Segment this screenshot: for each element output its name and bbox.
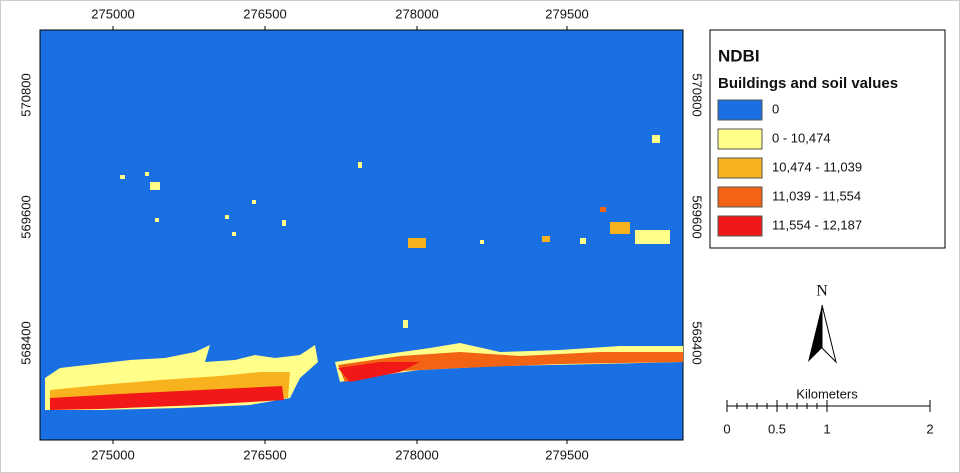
x-tick-top: 276500: [243, 6, 286, 21]
legend-swatch: [717, 128, 763, 150]
x-tick-top: 278000: [395, 6, 438, 21]
y-tick-right: 570800: [690, 73, 705, 116]
y-tick-left: 568400: [18, 321, 33, 364]
legend-title: NDBI: [718, 46, 760, 65]
north-label: N: [816, 283, 828, 300]
x-tick-bottom: 275000: [91, 447, 134, 462]
y-tick-right: 569600: [690, 195, 705, 238]
scale-bar: Kilometers 0 0.5 1 2: [723, 386, 933, 436]
coast-high: [50, 386, 284, 410]
scale-label: 0.5: [768, 421, 786, 436]
x-tick-bottom: 279500: [545, 447, 588, 462]
x-tick-bottom: 278000: [395, 447, 438, 462]
x-tick-bottom: 276500: [243, 447, 286, 462]
patches: [120, 135, 670, 328]
coast-east-high: [338, 362, 420, 382]
y-tick-right: 568400: [690, 321, 705, 364]
legend-label: 11,039 - 11,554: [772, 188, 861, 203]
legend: NDBI Buildings and soil values 0 0 - 10,4…: [709, 29, 946, 249]
legend-subtitle: Buildings and soil values: [718, 75, 898, 92]
legend-label: 10,474 - 11,039: [772, 159, 862, 174]
y-tick-left: 569600: [18, 195, 33, 238]
scale-label: 1: [823, 421, 830, 436]
legend-items: 0 0 - 10,474 10,474 - 11,039 11,039 - 11,55…: [717, 99, 862, 237]
x-tick-top: 275000: [91, 6, 134, 21]
arrow-left: [808, 305, 822, 362]
scale-label: 2: [926, 421, 933, 436]
y-tick-left: 570800: [18, 73, 33, 116]
legend-label: 11,554 - 12,187: [772, 217, 862, 232]
legend-swatch: [717, 157, 763, 179]
x-tick-top: 279500: [545, 6, 588, 21]
legend-swatch: [717, 99, 763, 121]
legend-label: 0 - 10,474: [772, 130, 831, 145]
coast-east-mid: [338, 352, 683, 382]
legend-label: 0: [772, 101, 779, 116]
legend-swatch: [717, 186, 763, 208]
legend-swatch: [717, 215, 763, 237]
arrow-right: [821, 304, 837, 364]
north-arrow: N: [808, 283, 837, 364]
coordinate-ticks: 275000 275000 276500 276500 278000 278000 2795…: [18, 6, 704, 462]
raster: [39, 29, 684, 441]
scale-title: Kilometers: [796, 386, 858, 401]
scale-label: 0: [723, 421, 730, 436]
